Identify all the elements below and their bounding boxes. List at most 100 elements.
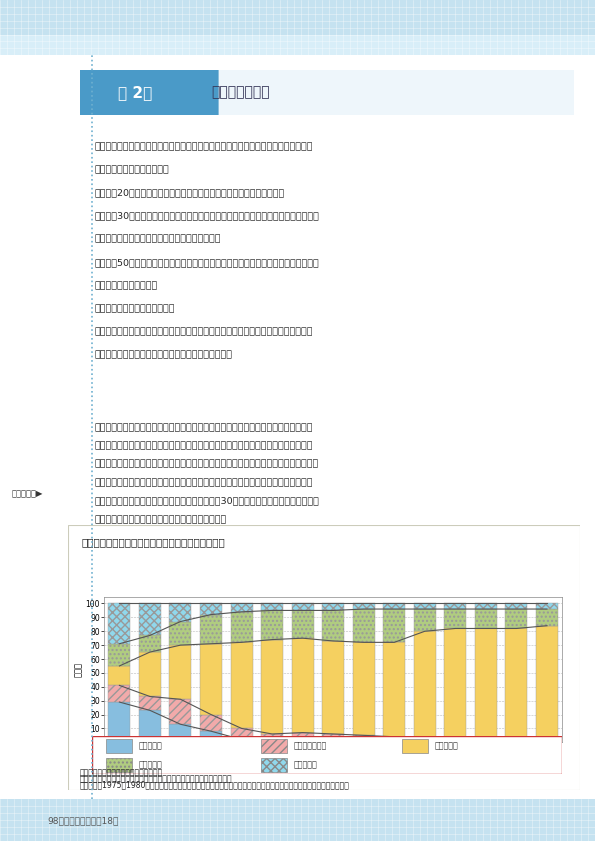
Bar (170, 699, 192, 724)
Bar (506, 628, 527, 737)
Bar (200, 643, 222, 715)
Text: 係の国の予算（社会保障関係費）を見ると、昭和30年代初頭までは、社会保障関係費: 係の国の予算（社会保障関係費）を見ると、昭和30年代初頭までは、社会保障関係費 (95, 497, 320, 505)
Text: 保健衛生対策費: 保健衛生対策費 (293, 742, 327, 751)
Bar (383, 643, 405, 737)
Bar (475, 737, 497, 741)
Bar (200, 715, 222, 731)
Text: 我が国の所得保障としての社会保障制度については、戦後の混乱期は戦傷者や戦没: 我が国の所得保障としての社会保障制度については、戦後の混乱期は戦傷者や戦没 (95, 423, 313, 432)
Text: のうち生活保護費が最も大きな割合を占めていた。: のうち生活保護費が最も大きな割合を占めていた。 (95, 516, 227, 524)
Bar (139, 711, 161, 743)
Bar (506, 737, 527, 741)
Text: 失業対策費: 失業対策費 (138, 742, 162, 751)
FancyBboxPatch shape (107, 739, 132, 754)
Bar (414, 741, 436, 743)
Bar (383, 737, 405, 741)
Text: 社会保険費: 社会保険費 (434, 742, 458, 751)
Bar (506, 604, 527, 609)
Bar (444, 741, 466, 743)
Bar (353, 735, 375, 741)
Text: 98　厚生労働白書（18）: 98 厚生労働白書（18） (48, 817, 119, 826)
Bar (108, 643, 130, 666)
Bar (383, 609, 405, 643)
Bar (261, 640, 283, 734)
Text: 図表２２１▶: 図表２２１▶ (12, 489, 43, 499)
Bar (108, 666, 130, 685)
Bar (200, 731, 222, 743)
Text: 我が国の老後の所得保障については、老後の暮らしを支える老齢年金などの制度が: 我が国の老後の所得保障については、老後の暮らしを支える老齢年金などの制度が (95, 142, 313, 151)
Bar (536, 609, 558, 626)
Bar (139, 652, 161, 696)
Bar (536, 604, 558, 609)
Bar (292, 638, 314, 733)
Text: 章: 章 (15, 451, 21, 461)
Bar (414, 737, 436, 741)
Bar (108, 685, 130, 702)
Text: 本節では、このような老後の所得保障の大きな流れを確認した上で、公的年金制度: 本節では、このような老後の所得保障の大きな流れを確認した上で、公的年金制度 (95, 327, 313, 336)
Bar (292, 733, 314, 741)
Bar (414, 609, 436, 632)
Bar (414, 632, 436, 737)
Text: 老後の所得保障: 老後の所得保障 (211, 86, 270, 99)
Bar (322, 641, 344, 734)
Bar (170, 621, 192, 645)
FancyBboxPatch shape (261, 758, 287, 772)
Bar (353, 609, 375, 643)
FancyBboxPatch shape (56, 68, 595, 117)
FancyBboxPatch shape (402, 739, 428, 754)
Text: に対する国民の関わりについて考察することとする。: に対する国民の関わりについて考察することとする。 (95, 351, 233, 360)
Text: 年金制度を構築する時期: 年金制度を構築する時期 (95, 281, 158, 290)
Bar (108, 604, 130, 643)
Bar (475, 609, 497, 628)
Bar (108, 702, 130, 743)
FancyBboxPatch shape (51, 67, 218, 118)
Text: 生活保護費: 生活保護費 (293, 760, 317, 770)
Text: 図表２２１　国の社会保障関係費の構成割合の推移: 図表２２１ 国の社会保障関係費の構成割合の推移 (81, 537, 225, 547)
Bar (231, 643, 252, 728)
Bar (475, 628, 497, 737)
Text: （注２）　1975・1980年については、老人福祉法により老人医療費無料化のための経費は社会福祉費に計上されている。: （注２） 1975・1980年については、老人福祉法により老人医療費無料化のため… (80, 780, 350, 789)
Bar (383, 604, 405, 609)
Text: （注１）　四捨五入のため内訳の合計が予算総額に合わない場合がある。: （注１） 四捨五入のため内訳の合計が予算総額に合わない場合がある。 (80, 774, 233, 783)
Bar (536, 741, 558, 743)
Bar (383, 741, 405, 743)
Bar (322, 741, 344, 743)
Text: む権利（生存権）を保障するという理念に基づく制度として整備された。社会保障関: む権利（生存権）を保障するという理念に基づく制度として整備された。社会保障関 (95, 479, 313, 487)
Bar (139, 636, 161, 652)
Bar (353, 741, 375, 743)
Bar (261, 741, 283, 743)
Bar (475, 741, 497, 743)
Bar (231, 604, 252, 611)
FancyBboxPatch shape (107, 758, 132, 772)
Bar (231, 739, 252, 743)
Bar (231, 728, 252, 739)
Bar (444, 628, 466, 737)
Bar (536, 737, 558, 741)
Text: 昭和30年代からの高度経済成長による国民の生活水準の向上等に伴い、防貧政策: 昭和30年代からの高度経済成長による国民の生活水準の向上等に伴い、防貧政策 (95, 212, 320, 220)
Bar (139, 696, 161, 711)
Bar (536, 626, 558, 737)
Text: に大きく分けることができる。: に大きく分けることができる。 (95, 304, 175, 314)
Text: として公的年金制度の重要性が増していった時期: として公的年金制度の重要性が増していった時期 (95, 235, 221, 244)
Bar (322, 604, 344, 611)
Text: 政策の中心は生活保護制度で、日本国憲法第２５条に規定する健康で文化的な生活を営: 政策の中心は生活保護制度で、日本国憲法第２５条に規定する健康で文化的な生活を営 (95, 460, 319, 468)
Text: あるが、これまでの歴史は、: あるが、これまでの歴史は、 (95, 166, 170, 174)
Bar (444, 609, 466, 628)
Text: 2: 2 (14, 420, 21, 430)
Text: 社会福祉費: 社会福祉費 (138, 760, 162, 770)
Bar (506, 609, 527, 628)
Text: 第: 第 (15, 389, 21, 399)
Bar (444, 737, 466, 741)
Bar (170, 645, 192, 699)
Text: 資料：　厚生労働省大臣官房会計課調べ: 資料： 厚生労働省大臣官房会計課調べ (80, 768, 163, 777)
Bar (261, 734, 283, 741)
Bar (414, 604, 436, 609)
Bar (139, 604, 161, 636)
Bar (292, 741, 314, 743)
Bar (231, 611, 252, 643)
Bar (170, 604, 192, 621)
Y-axis label: （％）: （％） (74, 662, 83, 677)
Text: 昭和20年代の戦後混乱期の生活保護といった救貧施策が中心の時期: 昭和20年代の戦後混乱期の生活保護といった救貧施策が中心の時期 (95, 188, 285, 198)
Bar (444, 604, 466, 609)
Bar (292, 611, 314, 638)
Bar (200, 615, 222, 643)
